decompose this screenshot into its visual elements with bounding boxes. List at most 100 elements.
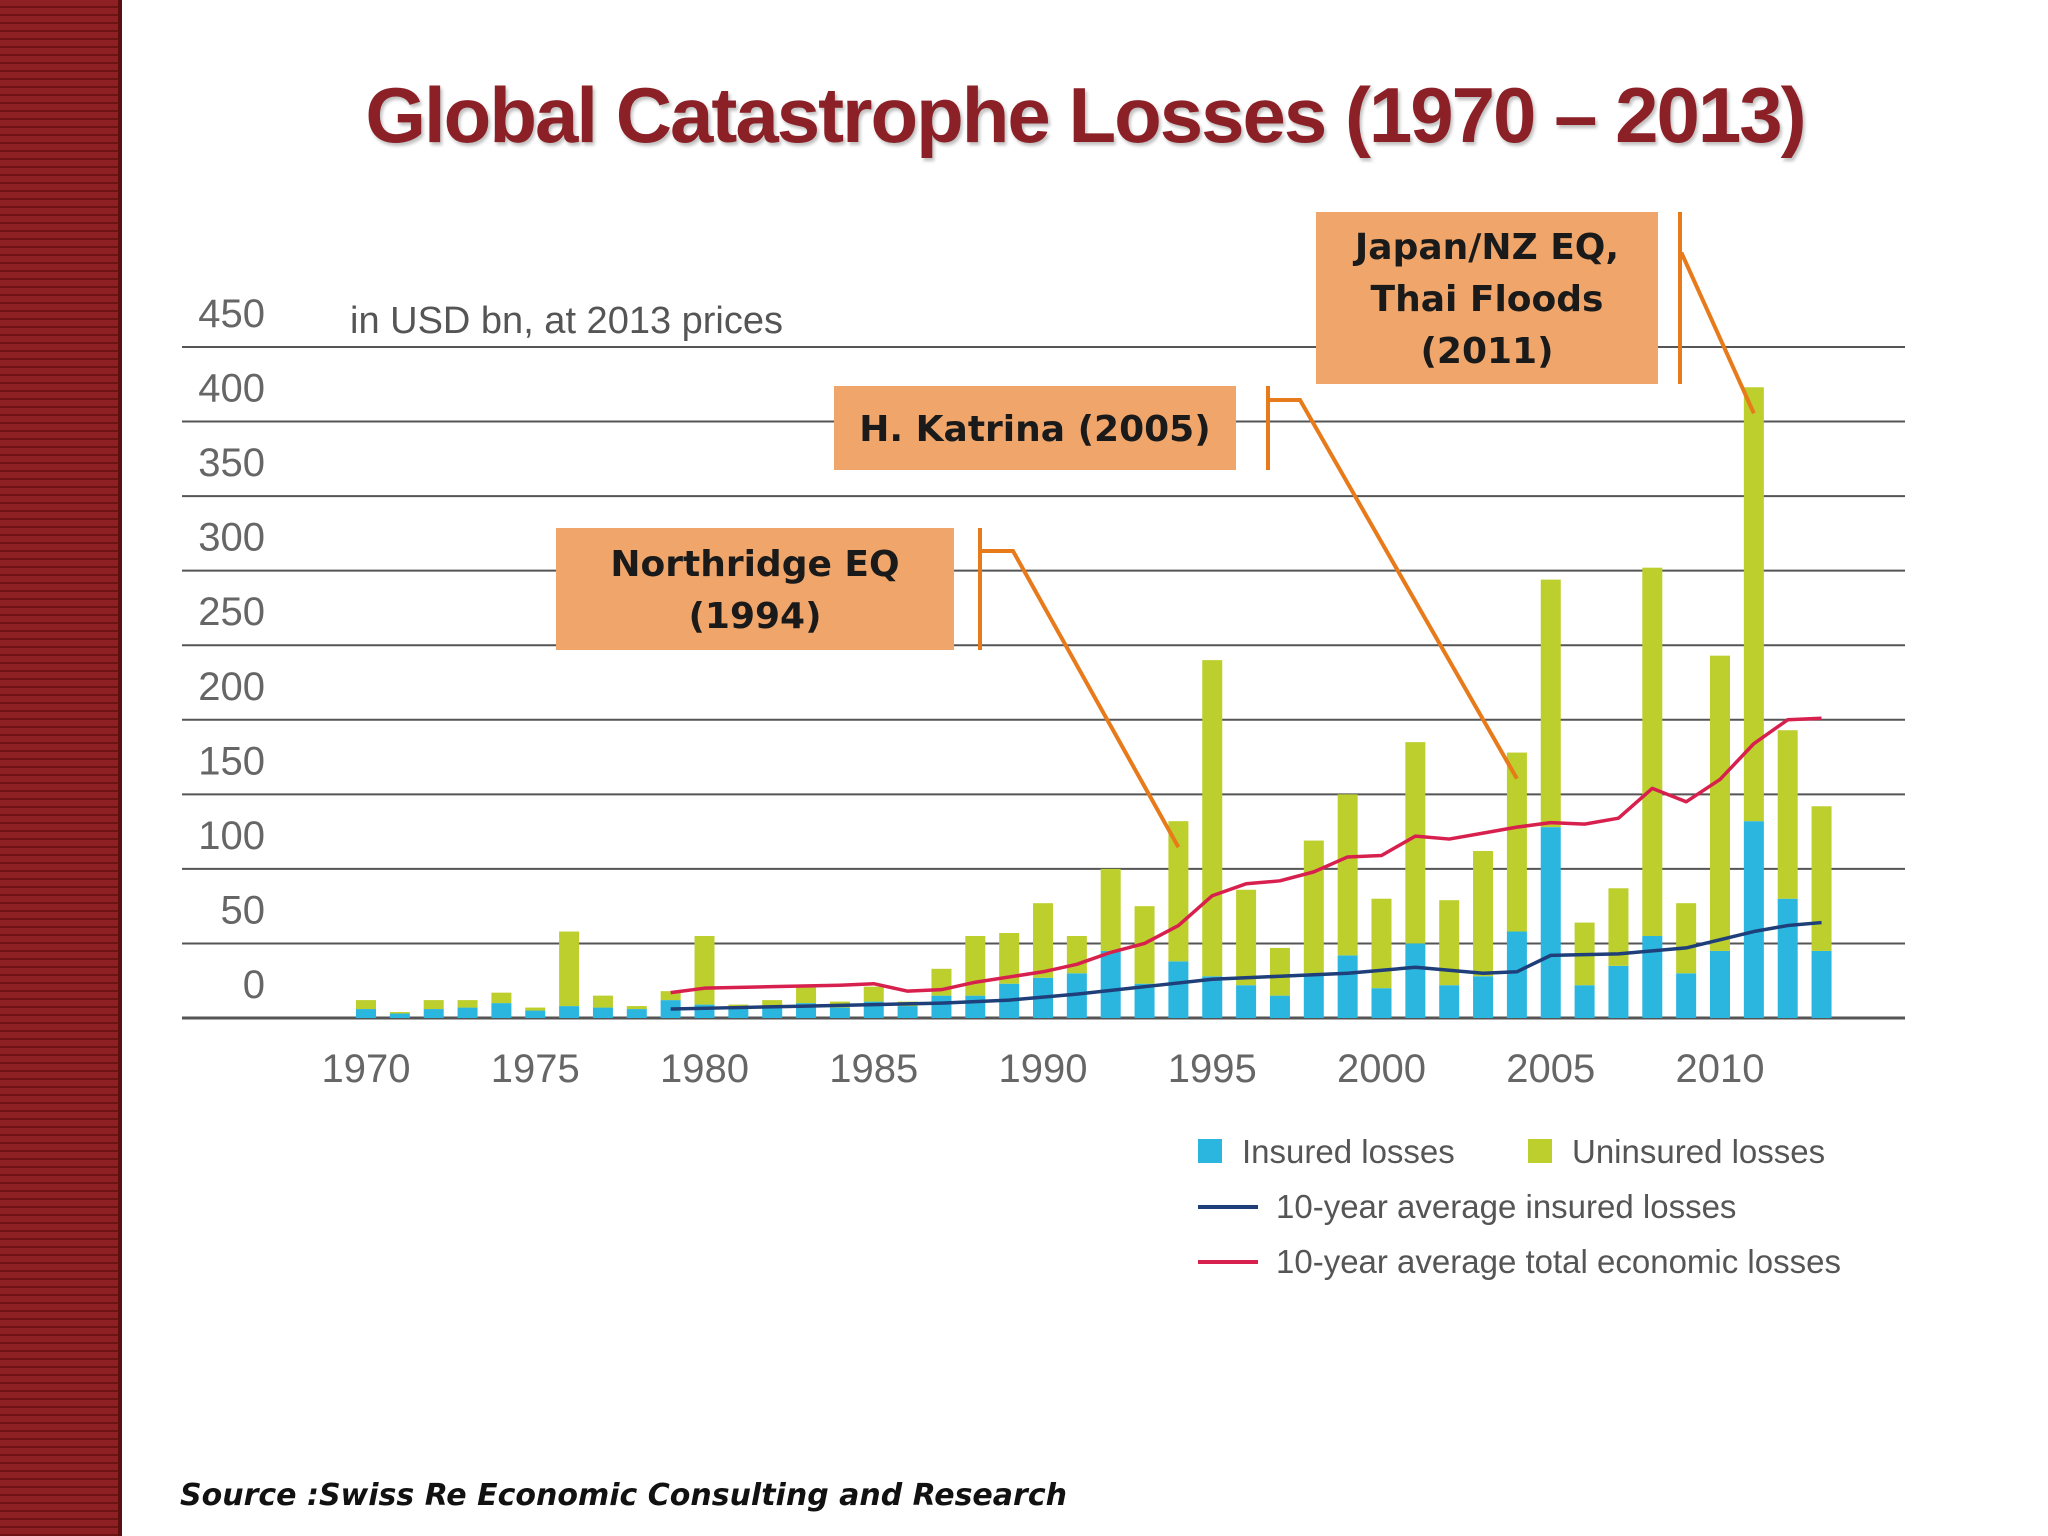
annotation-callout: H. Katrina (2005): [834, 386, 1519, 780]
insured-bar: [626, 1009, 647, 1018]
insured-bar: [1337, 955, 1358, 1018]
x-tick-label: 1975: [491, 1047, 580, 1091]
insured-bar: [1236, 985, 1257, 1018]
uninsured-bar: [999, 933, 1020, 984]
uninsured-bar: [1506, 752, 1527, 932]
insured-bar: [1100, 950, 1121, 1018]
insured-bar: [389, 1013, 410, 1018]
annotation-box: [834, 386, 1236, 470]
insured-bar: [1269, 995, 1290, 1018]
annotation-label: Northridge EQ: [610, 544, 899, 585]
insured-bar: [1811, 950, 1832, 1018]
legend-label: 10-year average insured losses: [1276, 1188, 1736, 1225]
annotation-label: (2011): [1420, 331, 1553, 372]
annotation-box: [1316, 212, 1658, 384]
y-tick-label: 0: [243, 963, 265, 1007]
insured-bar: [1540, 827, 1561, 1018]
legend-label: 10-year average total economic losses: [1276, 1243, 1841, 1280]
uninsured-bar: [1642, 567, 1663, 936]
uninsured-bar: [491, 992, 512, 1004]
unit-label: in USD bn, at 2013 prices: [350, 300, 783, 342]
uninsured-bar: [1540, 579, 1561, 828]
legend-label: Insured losses: [1242, 1133, 1455, 1170]
side-stripe-edge: [118, 0, 122, 1536]
insured-bar: [728, 1007, 749, 1018]
insured-bar: [1371, 988, 1392, 1018]
insured-bar: [356, 1009, 376, 1018]
uninsured-bar: [1777, 730, 1798, 899]
page-title: Global Catastrophe Losses (1970 – 2013): [365, 71, 1806, 159]
uninsured-bar: [559, 931, 580, 1007]
legend-swatch: [1198, 1139, 1222, 1163]
uninsured-bar: [356, 1000, 376, 1010]
uninsured-bar: [1303, 840, 1324, 974]
uninsured-bar: [1337, 794, 1358, 956]
y-tick-label: 150: [198, 739, 265, 783]
insured-bar: [931, 995, 952, 1018]
uninsured-bar: [592, 995, 613, 1008]
uninsured-bar: [457, 1000, 478, 1008]
annotation-label: Japan/NZ EQ,: [1352, 227, 1619, 268]
annotation-label: (1994): [688, 596, 821, 637]
y-tick-label: 400: [198, 367, 265, 411]
insured-bar: [1303, 973, 1324, 1018]
uninsured-bar: [1202, 660, 1223, 977]
insured-bar: [592, 1007, 613, 1018]
legend-item: 10-year average insured losses: [1198, 1188, 1736, 1225]
insured-bar: [1473, 976, 1494, 1018]
insured-bar: [965, 995, 986, 1018]
annotation-leader-line: [1680, 252, 1756, 415]
insured-bar: [1642, 935, 1663, 1018]
legend-label: Uninsured losses: [1572, 1133, 1825, 1170]
insured-bar: [1710, 950, 1730, 1018]
x-tick-label: 1980: [660, 1047, 749, 1091]
legend-swatch: [1528, 1139, 1552, 1163]
uninsured-bar: [1100, 868, 1121, 951]
annotation-label: Thai Floods: [1371, 279, 1604, 320]
uninsured-bar: [1033, 903, 1053, 978]
uninsured-bar: [1811, 806, 1832, 951]
uninsured-bar: [1269, 947, 1290, 996]
uninsured-bar: [660, 991, 681, 1001]
y-tick-label: 100: [198, 814, 265, 858]
x-tick-label: 1970: [322, 1047, 411, 1091]
uninsured-bar: [762, 1000, 783, 1007]
avg-insured-line: [670, 920, 1822, 1011]
uninsured-bar: [1710, 655, 1730, 951]
uninsured-bar: [1236, 889, 1257, 986]
legend-item: 10-year average total economic losses: [1198, 1243, 1841, 1280]
x-tick-label: 2010: [1676, 1047, 1765, 1091]
x-tick-label: 2000: [1337, 1047, 1426, 1091]
insured-bar: [559, 1006, 580, 1018]
source-note: Source :Swiss Re Economic Consulting and…: [180, 1478, 1067, 1513]
insured-bar: [1202, 976, 1223, 1018]
legend-item: Insured losses: [1198, 1133, 1455, 1170]
uninsured-bar: [525, 1007, 546, 1011]
insured-bar: [1608, 965, 1629, 1018]
insured-bar: [897, 1006, 918, 1018]
side-stripe: [0, 0, 118, 1536]
y-tick-label: 250: [198, 590, 265, 634]
uninsured-bar: [626, 1006, 647, 1010]
insured-bar: [1676, 973, 1697, 1018]
y-tick-label: 50: [221, 888, 266, 932]
insured-bar: [457, 1007, 478, 1018]
uninsured-bar: [1168, 821, 1189, 962]
uninsured-bar: [694, 935, 715, 1005]
insured-bar: [1506, 931, 1527, 1018]
uninsured-bar: [965, 935, 986, 996]
y-tick-label: 450: [198, 292, 265, 336]
y-tick-label: 300: [198, 516, 265, 560]
uninsured-bar: [1405, 742, 1426, 944]
x-tick-label: 1995: [1168, 1047, 1257, 1091]
insured-bar: [829, 1007, 850, 1018]
legend-item: Uninsured losses: [1528, 1133, 1825, 1170]
x-tick-label: 2005: [1506, 1047, 1595, 1091]
uninsured-bar: [796, 985, 817, 1004]
uninsured-bar: [1473, 850, 1494, 977]
x-tick-label: 1985: [829, 1047, 918, 1091]
uninsured-bar: [389, 1012, 410, 1014]
annotation-leader-line: [980, 549, 1181, 849]
annotation-leader-line: [1268, 398, 1519, 780]
